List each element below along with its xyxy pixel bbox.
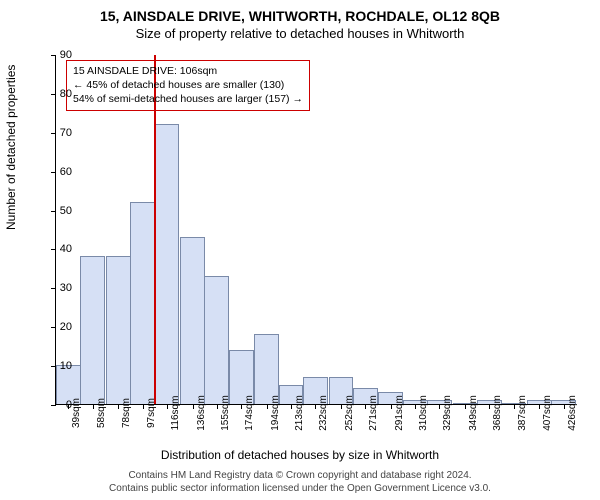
histogram-bar <box>254 334 279 404</box>
x-tick <box>193 404 194 409</box>
histogram-bar <box>80 256 105 404</box>
annot-line-2: ← 45% of detached houses are smaller (13… <box>73 79 284 91</box>
annot-line-1: 15 AINSDALE DRIVE: 106sqm <box>73 65 217 77</box>
x-tick-label: 58sqm <box>96 398 107 428</box>
y-tick-label: 80 <box>42 88 72 100</box>
x-tick-label: 291sqm <box>394 395 405 431</box>
x-tick-label: 407sqm <box>542 395 553 431</box>
x-tick <box>241 404 242 409</box>
x-tick <box>539 404 540 409</box>
x-tick <box>143 404 144 409</box>
y-tick-label: 60 <box>42 166 72 178</box>
x-tick-label: 39sqm <box>71 398 82 428</box>
x-tick-label: 97sqm <box>146 398 157 428</box>
credit-text: Contains HM Land Registry data © Crown c… <box>0 470 600 495</box>
x-tick-label: 329sqm <box>442 395 453 431</box>
y-axis-label: Number of detached properties <box>4 65 18 230</box>
histogram-bar <box>155 124 180 404</box>
x-tick <box>391 404 392 409</box>
plot-area: 15 AINSDALE DRIVE: 106sqm ← 45% of detach… <box>55 55 575 405</box>
y-tick-label: 40 <box>42 243 72 255</box>
y-tick-label: 70 <box>42 127 72 139</box>
x-tick-label: 310sqm <box>418 395 429 431</box>
x-tick-label: 368sqm <box>492 395 503 431</box>
x-tick <box>415 404 416 409</box>
y-tick-label: 20 <box>42 321 72 333</box>
x-tick <box>514 404 515 409</box>
annot-line-3: 54% of semi-detached houses are larger (… <box>73 93 303 105</box>
x-tick-label: 116sqm <box>170 396 181 431</box>
x-tick <box>167 404 168 409</box>
x-tick-label: 426sqm <box>567 395 578 431</box>
x-tick-label: 155sqm <box>220 395 231 431</box>
y-tick-label: 0 <box>42 399 72 411</box>
x-tick <box>341 404 342 409</box>
histogram-bar <box>180 237 205 404</box>
x-tick-label: 252sqm <box>344 395 355 431</box>
x-tick <box>439 404 440 409</box>
x-tick <box>267 404 268 409</box>
credit-line-2: Contains public sector information licen… <box>109 483 491 494</box>
x-tick <box>217 404 218 409</box>
x-tick-label: 194sqm <box>270 395 281 431</box>
histogram-bar <box>204 276 229 404</box>
y-tick-label: 30 <box>42 282 72 294</box>
x-axis-label: Distribution of detached houses by size … <box>0 448 600 462</box>
x-tick-label: 174sqm <box>244 395 255 431</box>
x-tick <box>93 404 94 409</box>
x-tick <box>465 404 466 409</box>
page-subtitle: Size of property relative to detached ho… <box>0 24 600 41</box>
histogram-bar <box>130 202 155 404</box>
page-title: 15, AINSDALE DRIVE, WHITWORTH, ROCHDALE,… <box>0 0 600 24</box>
y-tick-label: 10 <box>42 360 72 372</box>
x-tick <box>291 404 292 409</box>
x-tick-label: 232sqm <box>318 395 329 431</box>
x-tick <box>489 404 490 409</box>
x-tick-label: 271sqm <box>368 395 379 431</box>
x-tick <box>564 404 565 409</box>
annotation-box: 15 AINSDALE DRIVE: 106sqm ← 45% of detach… <box>66 60 310 111</box>
x-tick-label: 136sqm <box>196 395 207 431</box>
chart-container: 15, AINSDALE DRIVE, WHITWORTH, ROCHDALE,… <box>0 0 600 500</box>
x-tick-label: 387sqm <box>517 395 528 431</box>
x-tick-label: 349sqm <box>468 395 479 431</box>
y-tick-label: 50 <box>42 205 72 217</box>
y-tick-label: 90 <box>42 49 72 61</box>
x-tick <box>118 404 119 409</box>
credit-line-1: Contains HM Land Registry data © Crown c… <box>128 470 471 481</box>
x-tick-label: 213sqm <box>294 395 305 431</box>
x-tick <box>365 404 366 409</box>
histogram-bar <box>106 256 131 404</box>
x-tick <box>315 404 316 409</box>
x-tick-label: 78sqm <box>121 398 132 428</box>
